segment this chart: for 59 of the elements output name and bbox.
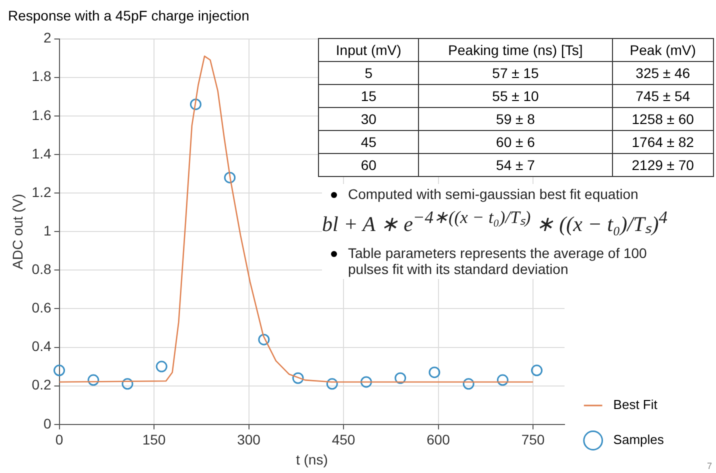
point	[88, 374, 100, 386]
point	[122, 378, 134, 390]
annotation: 45	[318, 130, 419, 154]
point	[360, 376, 372, 388]
annotation: 55 ± 10	[418, 84, 612, 108]
text: 2129 ± 70	[612, 154, 714, 176]
point	[428, 366, 440, 378]
point	[54, 364, 66, 376]
x-tick-label: 750	[521, 432, 545, 448]
annotation: 59 ± 8	[418, 108, 612, 130]
point	[190, 98, 202, 110]
annotation: Computed with semi-gaussian best fit equation	[348, 186, 640, 202]
point	[292, 372, 304, 384]
y-tick-label: 0.8	[32, 261, 52, 278]
y-tick-label: 1.4	[32, 145, 52, 162]
y-tick-label: 1.2	[32, 184, 52, 200]
y-tick-label: 1	[43, 222, 52, 238]
y-tick-label: 2	[43, 30, 52, 46]
x-tick-label: 0	[55, 432, 64, 448]
point	[258, 334, 270, 346]
x-axis-title: t (ns)	[296, 451, 328, 468]
y-tick-label: 0.6	[32, 300, 52, 316]
annotation: Table parameters represents the average of 100 pulses fit with its standard deviation	[348, 245, 648, 277]
y-axis-title: ADC out (V)	[9, 194, 26, 270]
annotation: bl + A ∗ e$^{−4∗((x − t₀)/Tₛ)}$ ∗ ((x − t₀)/Tₛ)$^{4}$	[322, 206, 669, 237]
annotation: 15	[318, 84, 419, 108]
annotation: 60	[318, 154, 419, 176]
text: 325 ± 46	[612, 62, 714, 84]
point	[462, 378, 474, 390]
y-tick-label: 0.4	[32, 338, 52, 354]
point	[156, 360, 168, 372]
annotation: 60 ± 6	[418, 130, 612, 154]
point	[224, 172, 236, 184]
annotation: 5	[318, 62, 419, 84]
x-tick-label: 150	[142, 432, 166, 448]
legend-label: Best Fit	[606, 397, 694, 412]
annotation: 57 ± 15	[418, 62, 612, 84]
text: 1258 ± 60	[612, 108, 714, 130]
y-tick-label: 0.2	[32, 376, 52, 393]
y-tick-label: 1.8	[32, 68, 52, 84]
text: Peak (mV)	[612, 38, 714, 62]
chart-title: Response with a 45pF charge injection	[8, 7, 250, 24]
y-tick-label: 0	[43, 415, 52, 432]
y-tick-label: 1.6	[32, 106, 52, 123]
point	[531, 364, 543, 376]
point	[326, 378, 338, 390]
legend-label: Samples	[606, 432, 700, 448]
text: 745 ± 54	[612, 84, 714, 108]
text: 7	[706, 461, 712, 471]
x-tick-label: 450	[332, 432, 356, 448]
annotation: Input (mV)	[318, 38, 419, 62]
annotation: 54 ± 7	[418, 154, 612, 176]
annotation: 30	[318, 108, 419, 130]
x-tick-label: 300	[237, 432, 261, 448]
point	[496, 374, 508, 386]
point	[394, 372, 406, 384]
text: 1764 ± 82	[612, 130, 714, 154]
x-tick-label: 600	[426, 432, 450, 448]
annotation: Peaking time (ns) [Ts]	[418, 38, 612, 62]
